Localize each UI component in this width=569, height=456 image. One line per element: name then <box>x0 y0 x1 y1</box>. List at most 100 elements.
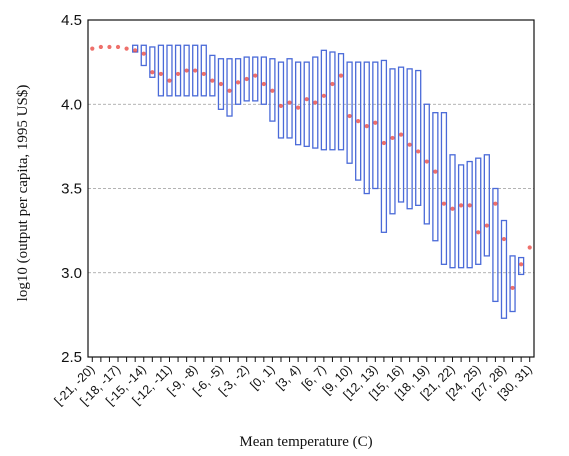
box <box>234 58 242 105</box>
box <box>149 46 156 78</box>
mean-point <box>433 169 438 174</box>
box <box>140 44 147 67</box>
mean-point <box>416 149 421 154</box>
mean-point <box>115 44 121 50</box>
mean-point <box>450 206 455 211</box>
mean-point <box>107 44 112 50</box>
mean-point <box>304 97 309 102</box>
box <box>217 58 225 110</box>
plot-area-frame <box>87 19 535 358</box>
box <box>157 44 165 97</box>
box <box>355 61 362 181</box>
mean-point <box>356 119 361 124</box>
box <box>517 256 525 276</box>
mean-point <box>458 203 464 208</box>
box <box>363 61 370 195</box>
box <box>286 58 293 139</box>
y-tick-labels: 2.5 3.0 3.5 4.0 4.5 <box>61 12 82 366</box>
box <box>174 44 182 97</box>
y-axis-title: log10 (output per capita, 1995 US$) <box>15 85 31 302</box>
y-tick-label: 4.0 <box>61 96 82 113</box>
box <box>277 61 285 139</box>
box <box>243 56 250 102</box>
mean-point <box>467 203 472 208</box>
mean-point <box>235 80 241 85</box>
mean-point <box>519 262 524 267</box>
mean-point <box>501 236 507 242</box>
mean-point <box>158 71 164 77</box>
x-axis-title: Mean temperature (C) <box>239 434 372 450</box>
mean-point <box>321 93 326 98</box>
box <box>406 68 413 210</box>
mean-point <box>493 201 498 206</box>
box <box>466 160 473 269</box>
box <box>415 69 422 207</box>
box <box>432 112 439 242</box>
mean-point <box>261 81 266 87</box>
mean-point <box>167 78 172 83</box>
mean-point <box>141 51 146 56</box>
box <box>329 51 336 151</box>
box <box>337 53 345 151</box>
mean-point <box>364 124 369 129</box>
box <box>303 61 310 148</box>
mean-point <box>424 159 429 164</box>
box <box>294 61 302 146</box>
mean-point <box>407 142 412 147</box>
mean-point <box>484 223 489 228</box>
box <box>226 58 233 117</box>
mean-point <box>218 81 224 87</box>
mean-point <box>381 140 387 146</box>
x-tick-labels: [-21, -20)[-18, -17)[-15, -14)[-12, -11)… <box>52 362 535 408</box>
box <box>166 44 173 97</box>
mean-point <box>510 285 515 291</box>
mean-point <box>184 68 189 73</box>
box <box>346 61 353 164</box>
box <box>200 44 207 97</box>
mean-point <box>201 71 206 77</box>
box <box>423 103 430 225</box>
mean-point <box>296 105 301 110</box>
box <box>509 255 516 313</box>
mean-point <box>476 230 481 235</box>
box <box>260 56 267 105</box>
mean-points <box>90 44 532 291</box>
mean-point <box>398 132 404 137</box>
mean-point <box>287 100 292 105</box>
mean-point <box>527 245 532 250</box>
gridlines <box>88 103 534 274</box>
mean-point <box>347 113 352 119</box>
box <box>252 56 259 102</box>
mean-point <box>150 70 155 75</box>
box <box>492 187 499 303</box>
x-tick-marks <box>91 357 531 362</box>
mean-point <box>390 135 395 141</box>
box <box>320 49 328 151</box>
box <box>192 44 199 97</box>
y-tick-label: 2.5 <box>61 349 82 366</box>
mean-point <box>193 68 198 73</box>
mean-point <box>278 103 284 109</box>
x-tick-label: [3, 4) <box>273 362 303 392</box>
mean-point <box>210 78 215 83</box>
mean-point <box>124 46 129 51</box>
mean-point <box>330 81 335 87</box>
box <box>372 61 379 190</box>
mean-point <box>441 201 447 206</box>
mean-point <box>90 46 95 51</box>
mean-point <box>98 44 103 50</box>
mean-point <box>373 120 378 125</box>
x-tick-label: [0, 1) <box>247 362 277 392</box>
box <box>449 154 456 269</box>
mean-point <box>270 88 275 93</box>
box <box>475 157 482 265</box>
y-tick-label: 3.0 <box>61 265 82 282</box>
boxes <box>132 44 525 319</box>
mean-point <box>253 73 258 78</box>
box <box>440 112 448 265</box>
box <box>269 58 276 122</box>
mean-point <box>133 48 138 53</box>
box <box>380 59 388 233</box>
mean-point <box>338 73 344 78</box>
